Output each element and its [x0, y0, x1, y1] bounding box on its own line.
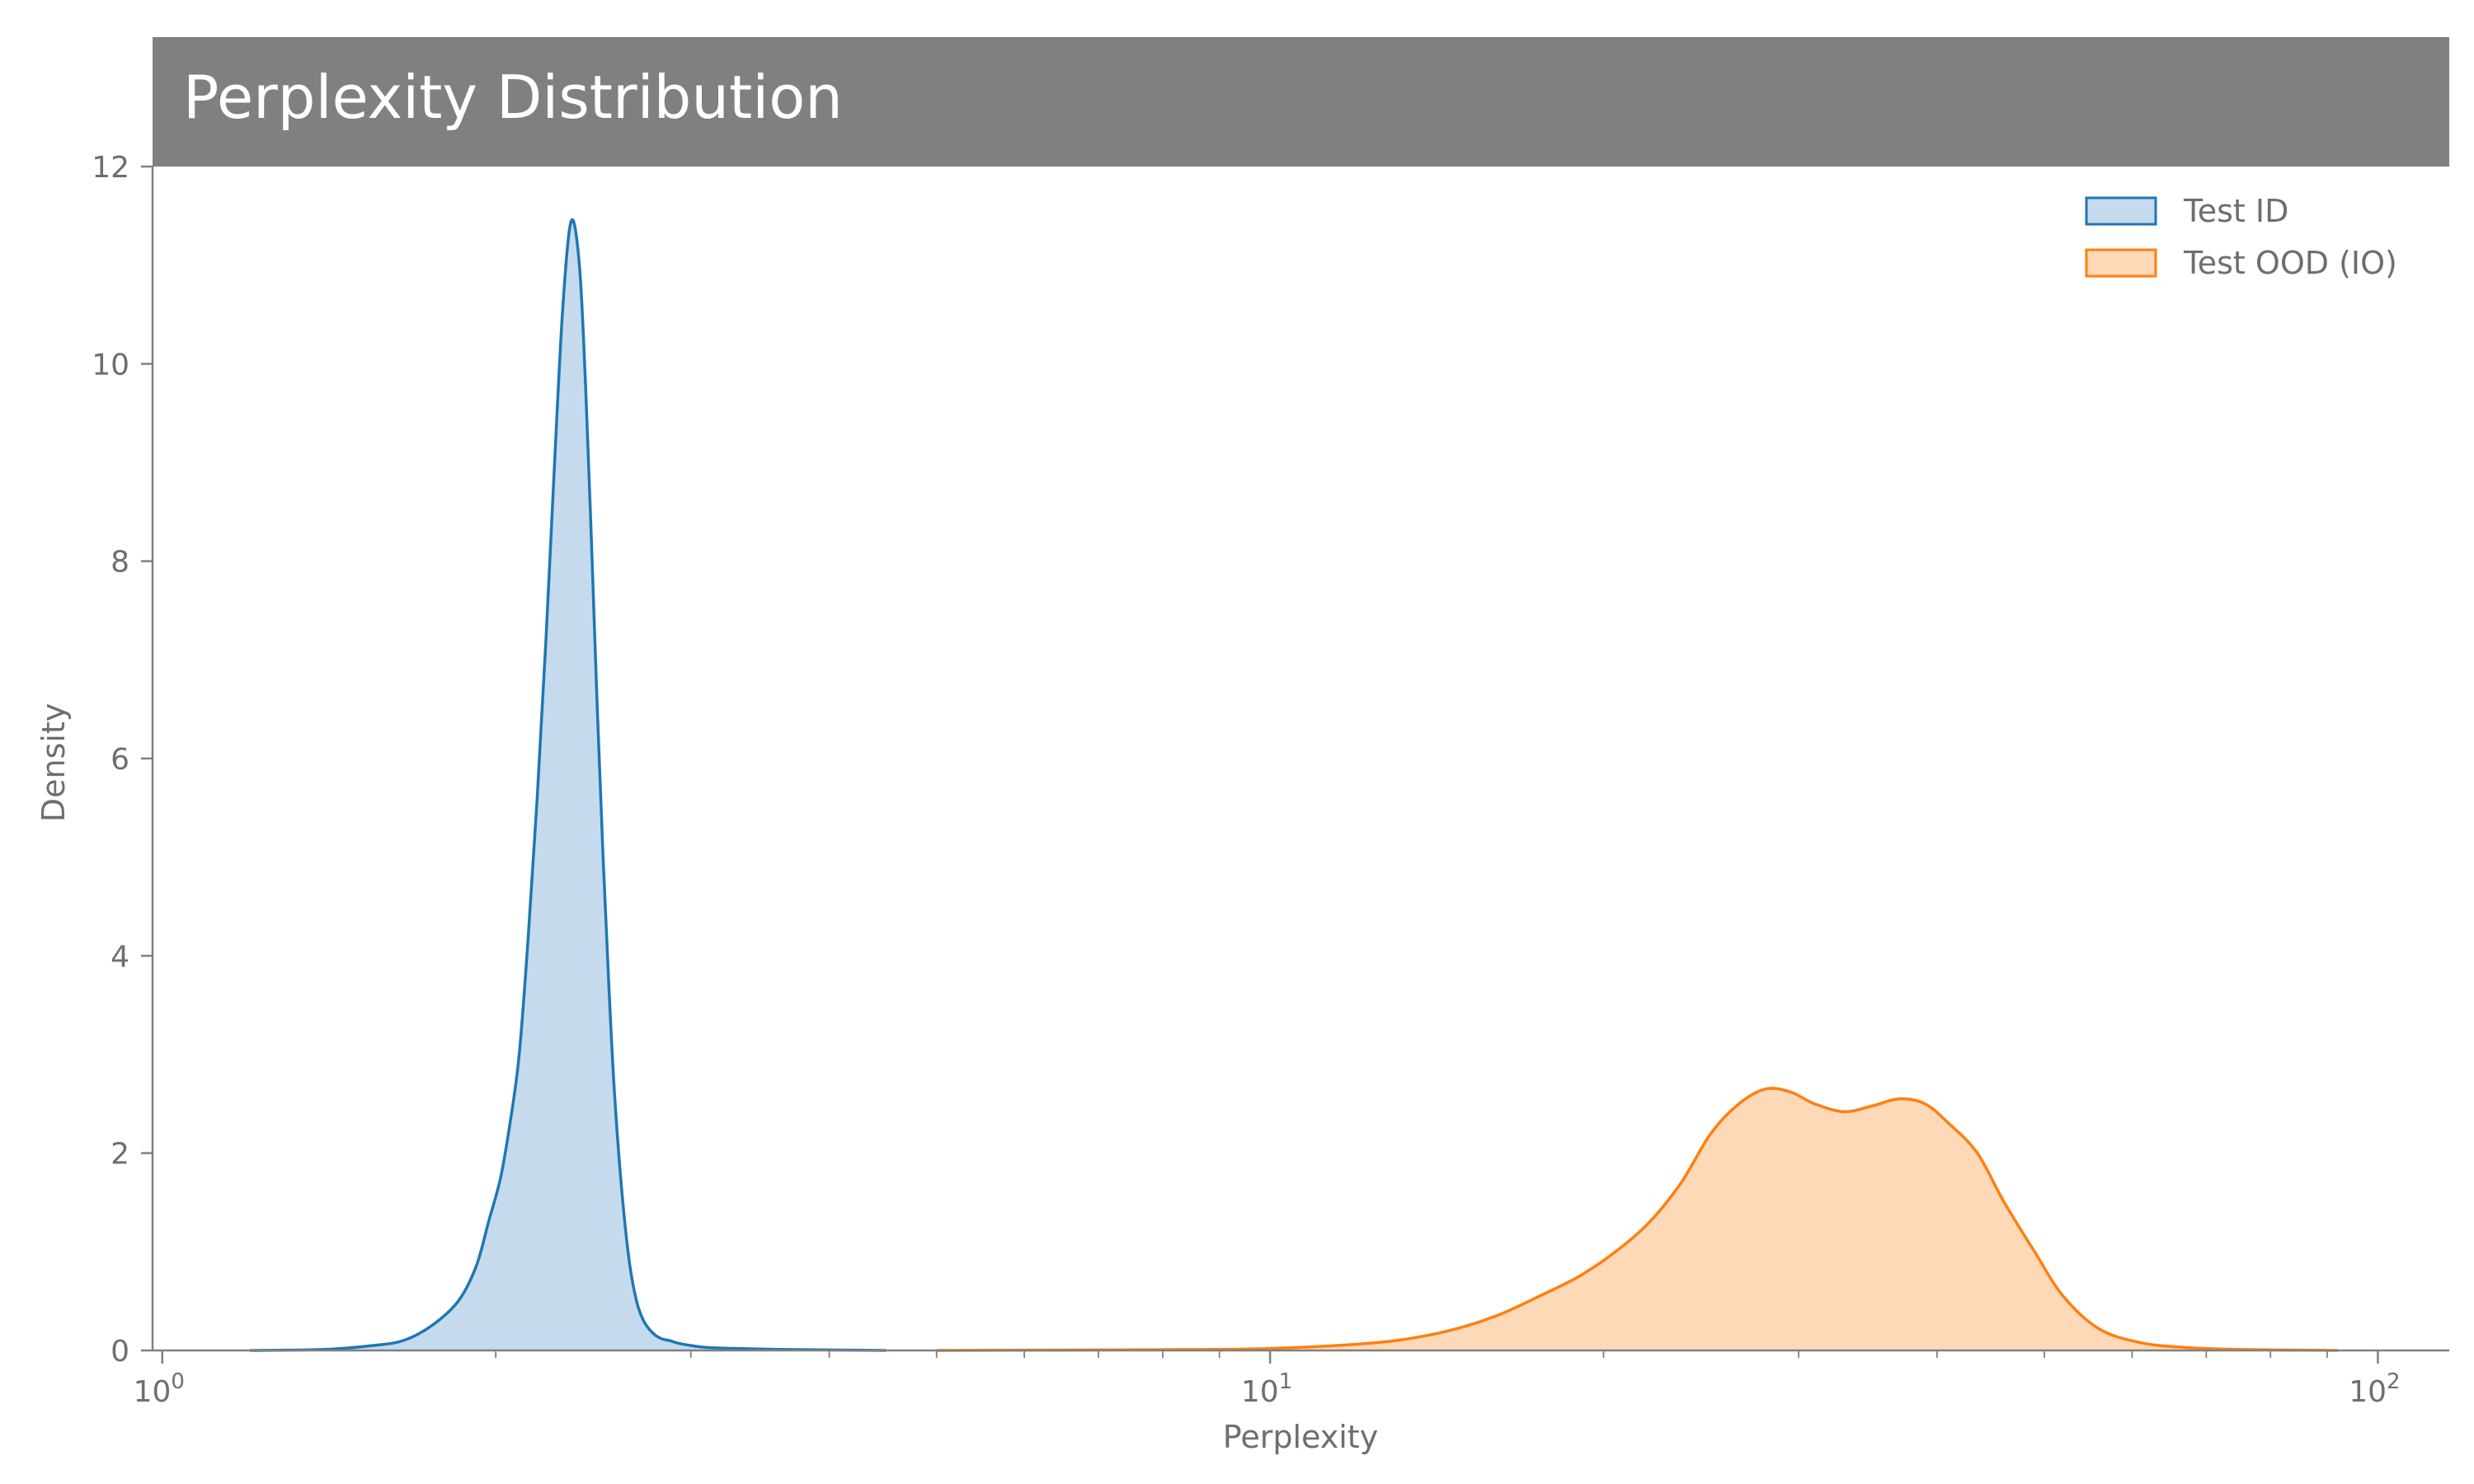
- x-tick-label: 101: [1241, 1369, 1292, 1409]
- y-tick-label: 8: [111, 546, 129, 580]
- x-tick-label: 100: [134, 1369, 185, 1409]
- series-area-0: [250, 219, 887, 1350]
- series-line-0: [250, 218, 887, 1352]
- y-ticks: 0 2 4 6 8 10 12: [92, 151, 153, 1369]
- legend-label-1: Test OOD (IO): [2183, 245, 2397, 281]
- legend: Test ID Test OOD (IO): [2085, 193, 2397, 281]
- series-area-1: [936, 1088, 2338, 1350]
- y-tick-label: 0: [111, 1335, 129, 1369]
- x-ticks: 100 101 102: [134, 1350, 2401, 1409]
- y-tick-label: 4: [111, 940, 129, 974]
- x-tick-label: 102: [2349, 1369, 2400, 1409]
- title-banner: [153, 37, 2449, 167]
- y-axis-label: Density: [35, 703, 72, 822]
- y-tick-label: 10: [92, 348, 129, 382]
- x-axis-label: Perplexity: [1223, 1419, 1378, 1455]
- legend-label-0: Test ID: [2183, 193, 2288, 229]
- chart-title: Perplexity Distribution: [183, 63, 843, 132]
- y-tick-label: 12: [92, 151, 129, 185]
- legend-swatch-0: [2085, 196, 2157, 226]
- y-tick-label: 2: [111, 1138, 129, 1172]
- legend-swatch-1: [2085, 248, 2157, 278]
- density-areas: [250, 218, 2338, 1352]
- y-tick-label: 6: [111, 743, 129, 777]
- series-line-1: [936, 1087, 2338, 1352]
